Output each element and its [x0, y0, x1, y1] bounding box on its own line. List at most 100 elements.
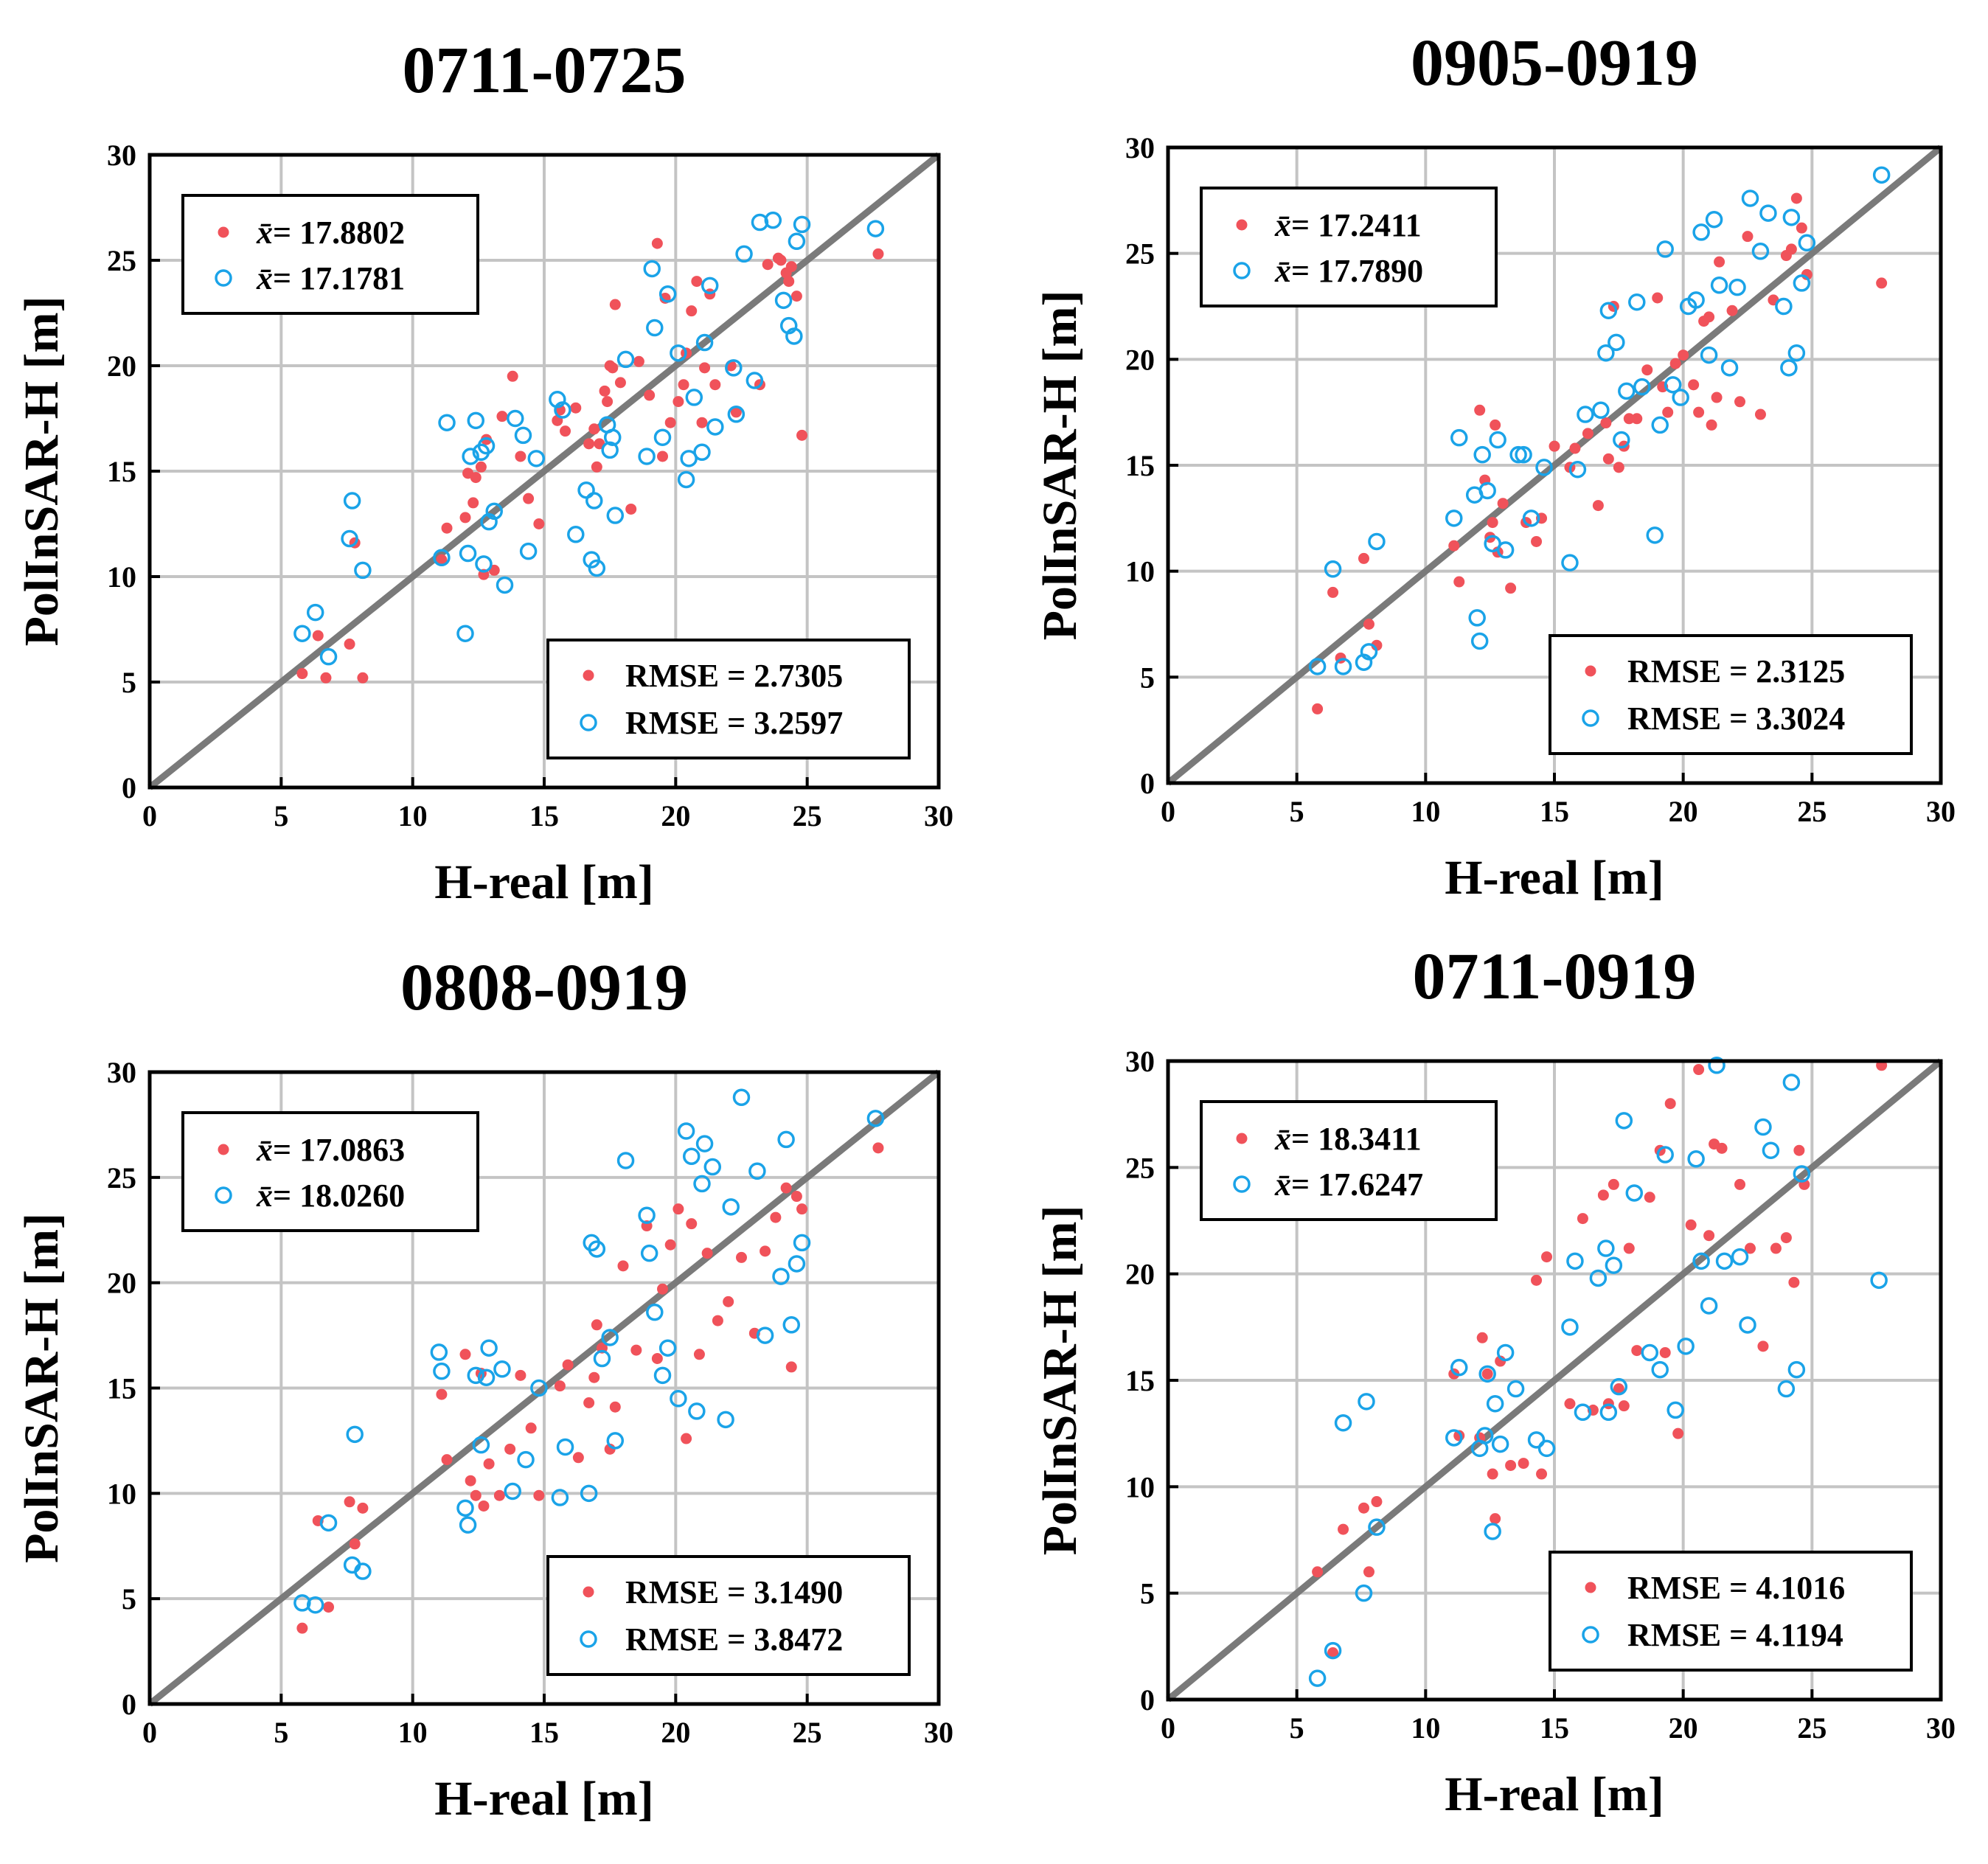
data-point-series-b: [593, 1349, 611, 1368]
data-point-series-b: [1527, 1431, 1546, 1449]
data-point-series-b: [793, 215, 811, 234]
data-point-series-a: [775, 254, 787, 266]
series-b: [293, 1088, 885, 1614]
data-point-series-a: [1602, 453, 1614, 465]
x-tick-label: 30: [1926, 795, 1956, 828]
data-point-series-a: [1693, 406, 1705, 418]
x-tick-label: 0: [1161, 1711, 1175, 1745]
data-point-series-a: [651, 1353, 663, 1365]
x-tick-label: 0: [142, 1716, 157, 1749]
data-point-series-a: [1669, 358, 1681, 369]
mean-value: 17.8802: [299, 215, 405, 251]
data-point-series-b: [1496, 1343, 1515, 1362]
data-point-series-b: [507, 409, 524, 428]
data-point-series-a: [496, 411, 508, 422]
legend-rmse-entry: RMSE = 2.7305: [625, 658, 843, 694]
data-point-series-b: [1496, 541, 1515, 559]
x-axis-label: H-real [m]: [1445, 1767, 1664, 1821]
data-point-series-b: [519, 542, 538, 560]
mean-symbol: x̄: [256, 1132, 273, 1168]
data-point-series-b: [475, 555, 493, 573]
legend-rmse-entry: RMSE = 4.1016: [1627, 1570, 1845, 1606]
legend-mean-entry: x̄= 17.8802: [256, 215, 405, 251]
data-point-series-a: [441, 1454, 453, 1466]
data-point-series-b: [1537, 1439, 1556, 1458]
data-point-series-a: [1631, 413, 1643, 425]
data-point-series-b: [725, 359, 743, 377]
data-point-series-a: [1703, 1230, 1715, 1242]
legend-rmse-entry: RMSE = 3.8472: [625, 1621, 843, 1658]
data-point-series-a: [1664, 1098, 1676, 1110]
data-point-series-a: [1541, 1251, 1553, 1263]
data-point-series-b: [722, 1198, 740, 1216]
data-point-series-b: [1484, 1523, 1501, 1540]
data-point-series-a: [1505, 1459, 1517, 1471]
data-point-series-b: [866, 220, 885, 237]
data-point-series-a: [657, 451, 668, 462]
scatter-chart-0905-0919: 0905-0919 0 5 10 15 20 25 30 0 5 10 15 20 25 30 H-real …: [1033, 27, 1956, 905]
data-point-series-b: [677, 1122, 695, 1140]
data-point-series-a: [1312, 703, 1324, 714]
legend-marker-series-b: [215, 1186, 232, 1204]
x-tick-label: 20: [1669, 795, 1698, 828]
legend-mean-entry: x̄= 18.3411: [1274, 1121, 1422, 1157]
x-tick-label: 5: [274, 1716, 288, 1749]
data-point-series-b: [693, 1175, 711, 1193]
data-point-series-b: [467, 1366, 485, 1385]
rmse-prefix: RMSE =: [1627, 1617, 1756, 1653]
data-point-series-b: [1470, 632, 1489, 650]
data-point-series-a: [736, 1251, 747, 1263]
x-tick-label: 25: [1797, 795, 1827, 828]
data-point-series-a: [562, 1359, 574, 1371]
data-point-series-b: [756, 1326, 774, 1344]
data-point-series-a: [1706, 419, 1717, 431]
rmse-value: 4.1016: [1756, 1570, 1845, 1606]
data-point-series-b: [588, 1240, 606, 1258]
data-point-series-b: [638, 1206, 656, 1225]
data-point-series-b: [1687, 1150, 1705, 1168]
x-tick-label: 15: [529, 1716, 559, 1749]
data-point-series-a: [1770, 1242, 1782, 1254]
data-point-series-b: [319, 647, 338, 666]
data-point-series-b: [706, 418, 724, 436]
rmse-prefix: RMSE =: [1627, 1570, 1756, 1606]
data-point-series-a: [1780, 1232, 1792, 1244]
y-tick-label: 25: [107, 1161, 136, 1194]
legend-mean-entry: x̄= 17.1781: [256, 260, 405, 296]
data-point-series-a: [785, 261, 797, 273]
data-point-series-a: [614, 377, 626, 389]
x-axis-label: H-real [m]: [434, 1772, 653, 1826]
data-point-series-a: [465, 1475, 476, 1486]
data-point-series-a: [1644, 1192, 1655, 1203]
data-point-series-a: [1714, 256, 1725, 268]
data-point-series-a: [478, 1500, 490, 1512]
data-point-series-b: [293, 625, 311, 642]
data-point-series-b: [1780, 359, 1798, 377]
data-point-series-b: [685, 389, 703, 406]
data-point-series-a: [1793, 1144, 1805, 1156]
y-tick-label: 25: [107, 244, 136, 277]
mean-prefix: =: [1291, 1166, 1318, 1203]
data-point-series-a: [872, 248, 884, 260]
data-point-series-b: [1589, 1269, 1608, 1287]
data-point-series-b: [603, 428, 622, 446]
data-point-series-a: [633, 355, 644, 367]
data-point-series-b: [456, 625, 474, 642]
data-point-series-b: [746, 372, 764, 389]
data-point-series-a: [436, 554, 448, 566]
data-point-series-a: [1358, 552, 1369, 564]
mean-value: 17.1781: [299, 260, 405, 296]
data-point-series-b: [1597, 344, 1615, 362]
data-point-series-b: [1608, 333, 1625, 352]
data-point-series-a: [1788, 1276, 1800, 1288]
data-point-series-b: [1577, 406, 1594, 423]
data-point-series-a: [525, 1422, 537, 1434]
legend-mean: x̄= 17.8802 x̄= 17.1781: [181, 194, 479, 315]
data-point-series-a: [588, 1371, 600, 1383]
x-tick-label: 10: [398, 1716, 428, 1749]
data-point-series-a: [554, 1380, 566, 1392]
rmse-value: 2.7305: [754, 658, 843, 694]
